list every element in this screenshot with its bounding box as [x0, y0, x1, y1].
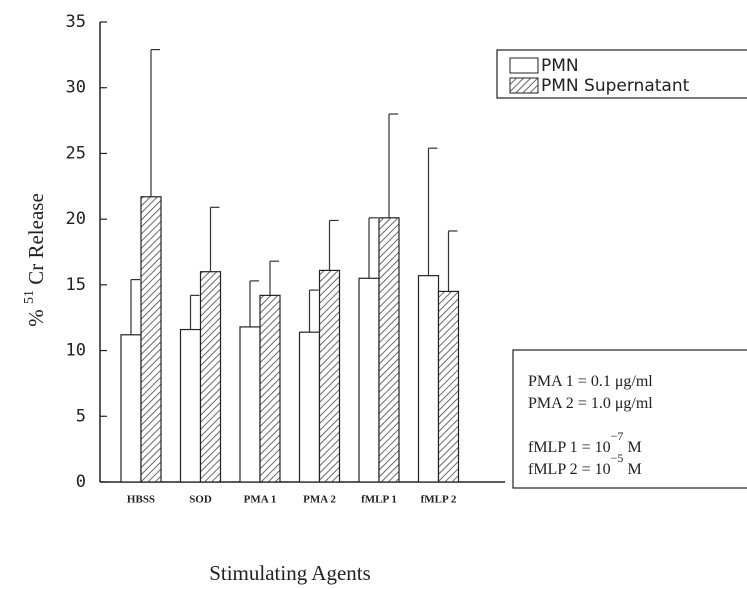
bar [259, 294, 281, 483]
annotation-frame [512, 349, 747, 489]
x-tick-label: SOD [189, 494, 212, 506]
annotation-unit: M [627, 461, 641, 478]
annotation-unit: M [627, 439, 641, 456]
bar [140, 196, 162, 483]
y-tick-label: 5 [76, 406, 86, 426]
x-tick-label: fMLP 1 [361, 494, 397, 506]
annotation: fMLP 1 = 10−7M [528, 429, 642, 456]
annotation-box: PMA 1 = 0.1 μg/ml PMA 2 = 1.0 μg/ml fMLP 1… [512, 349, 747, 489]
bar [378, 217, 400, 483]
bar [199, 271, 222, 483]
annotation-text: fMLP 1 = 10 [528, 439, 611, 456]
annotation: PMA 2 = 1.0 μg/ml [528, 395, 653, 412]
legend-label: PMN [541, 56, 579, 76]
legend-label: PMN Supernatant [541, 76, 690, 96]
y-label-pre: % [24, 309, 48, 327]
y-tick-label: 10 [66, 341, 86, 361]
bar [358, 277, 380, 483]
svg-text:% 51 Cr Release: % 51 Cr Release [16, 193, 48, 327]
legend-swatch [509, 57, 539, 74]
y-tick-label: 15 [66, 275, 86, 295]
x-tick-label: fMLP 2 [421, 494, 457, 506]
y-tick-label: 30 [66, 78, 86, 98]
bar [437, 290, 460, 483]
x-tick-label: PMA 2 [303, 494, 336, 506]
annotation-sup: −5 [611, 451, 624, 465]
y-tick-label: 20 [66, 209, 86, 229]
y-tick-label: 35 [66, 12, 86, 32]
legend-swatch [509, 77, 539, 94]
y-label-main: Cr Release [24, 193, 48, 285]
annotation: PMA 1 = 0.1 μg/ml [528, 373, 653, 390]
bar [318, 269, 341, 483]
y-label-sup: 51 [22, 290, 37, 304]
annotation: fMLP 2 = 10−5M [528, 451, 642, 478]
bar [239, 326, 261, 483]
bar [179, 328, 202, 483]
annotation-text: fMLP 2 = 10 [528, 461, 611, 478]
bar [120, 334, 142, 483]
x-tick-label: HBSS [127, 494, 155, 506]
y-axis-label: % 51 Cr Release [16, 193, 48, 327]
annotation-text: PMA 1 = 0.1 μg/ml [528, 373, 653, 390]
annotation-text: PMA 2 = 1.0 μg/ml [528, 395, 653, 412]
legend-box [496, 49, 747, 99]
y-tick-label: 0 [76, 472, 86, 492]
bar [298, 331, 321, 483]
bar [417, 275, 440, 483]
x-tick-label: PMA 1 [244, 494, 277, 506]
y-tick-label: 25 [66, 143, 86, 163]
annotation-sup: −7 [611, 429, 624, 443]
x-axis-label: Stimulating Agents [209, 561, 371, 585]
